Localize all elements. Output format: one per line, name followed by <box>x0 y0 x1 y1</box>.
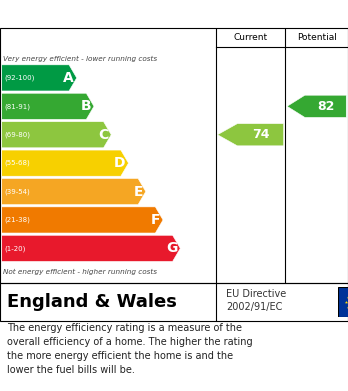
Text: (39-54): (39-54) <box>4 188 30 195</box>
Polygon shape <box>2 93 94 119</box>
Text: B: B <box>80 99 91 113</box>
Text: (81-91): (81-91) <box>4 103 30 109</box>
Polygon shape <box>218 124 284 146</box>
Polygon shape <box>2 65 77 91</box>
Text: (92-100): (92-100) <box>4 75 34 81</box>
Text: A: A <box>63 71 74 85</box>
Text: Potential: Potential <box>297 33 337 42</box>
Text: 82: 82 <box>317 100 334 113</box>
Polygon shape <box>2 122 111 148</box>
Text: England & Wales: England & Wales <box>7 293 177 311</box>
Text: G: G <box>166 241 177 255</box>
Text: (21-38): (21-38) <box>4 217 30 223</box>
Text: Current: Current <box>234 33 268 42</box>
Text: EU Directive
2002/91/EC: EU Directive 2002/91/EC <box>226 289 286 312</box>
Polygon shape <box>287 95 346 117</box>
Text: (1-20): (1-20) <box>4 245 25 251</box>
Polygon shape <box>2 150 128 176</box>
Text: The energy efficiency rating is a measure of the
overall efficiency of a home. T: The energy efficiency rating is a measur… <box>7 323 253 375</box>
Text: (69-80): (69-80) <box>4 131 30 138</box>
Polygon shape <box>2 235 180 262</box>
Polygon shape <box>2 178 146 204</box>
Text: C: C <box>98 128 109 142</box>
Polygon shape <box>2 207 163 233</box>
Text: F: F <box>151 213 160 227</box>
Text: Very energy efficient - lower running costs: Very energy efficient - lower running co… <box>3 56 158 62</box>
Text: D: D <box>114 156 126 170</box>
Text: (55-68): (55-68) <box>4 160 30 167</box>
Text: 74: 74 <box>252 128 269 141</box>
Text: Energy Efficiency Rating: Energy Efficiency Rating <box>10 7 220 22</box>
Text: Not energy efficient - higher running costs: Not energy efficient - higher running co… <box>3 269 158 274</box>
Text: E: E <box>134 185 143 199</box>
